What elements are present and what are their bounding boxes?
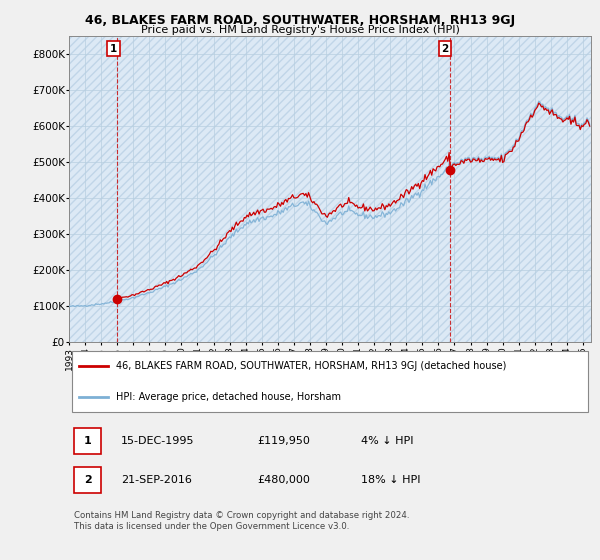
Text: 1: 1 [110, 44, 117, 54]
Text: £480,000: £480,000 [257, 475, 310, 485]
Text: 15-DEC-1995: 15-DEC-1995 [121, 436, 194, 446]
Text: 2: 2 [84, 475, 92, 485]
Text: £119,950: £119,950 [257, 436, 310, 446]
Text: 46, BLAKES FARM ROAD, SOUTHWATER, HORSHAM, RH13 9GJ: 46, BLAKES FARM ROAD, SOUTHWATER, HORSHA… [85, 14, 515, 27]
FancyBboxPatch shape [74, 467, 101, 493]
Text: 18% ↓ HPI: 18% ↓ HPI [361, 475, 421, 485]
Text: 21-SEP-2016: 21-SEP-2016 [121, 475, 192, 485]
Text: 1: 1 [84, 436, 92, 446]
Text: HPI: Average price, detached house, Horsham: HPI: Average price, detached house, Hors… [116, 391, 341, 402]
Text: 2: 2 [442, 44, 449, 54]
Text: 46, BLAKES FARM ROAD, SOUTHWATER, HORSHAM, RH13 9GJ (detached house): 46, BLAKES FARM ROAD, SOUTHWATER, HORSHA… [116, 361, 506, 371]
Text: 4% ↓ HPI: 4% ↓ HPI [361, 436, 414, 446]
Text: Price paid vs. HM Land Registry's House Price Index (HPI): Price paid vs. HM Land Registry's House … [140, 25, 460, 35]
Text: Contains HM Land Registry data © Crown copyright and database right 2024.
This d: Contains HM Land Registry data © Crown c… [74, 511, 410, 531]
FancyBboxPatch shape [74, 428, 101, 454]
FancyBboxPatch shape [71, 351, 589, 412]
